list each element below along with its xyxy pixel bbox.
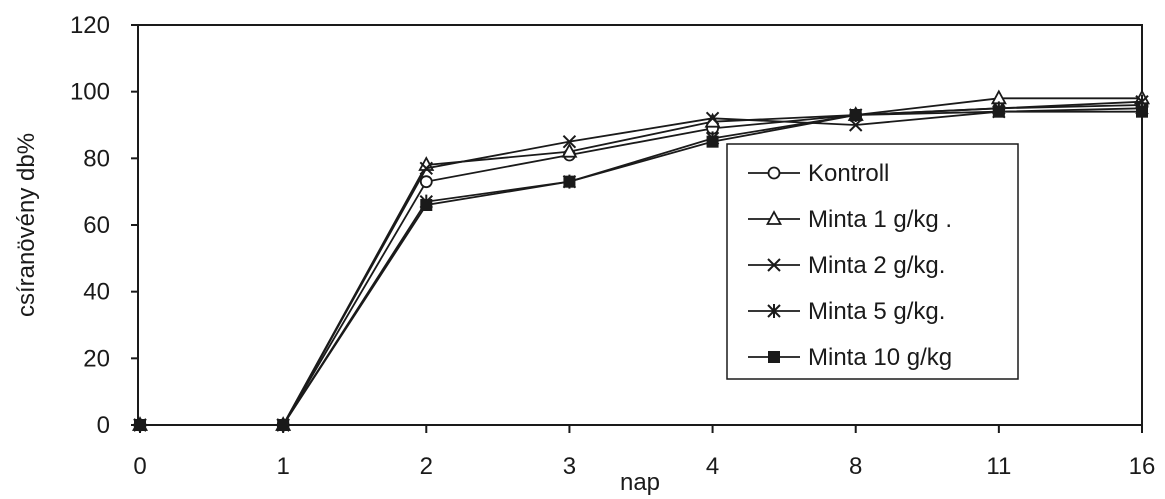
- data-point-minta-10-g-kg: [992, 105, 1005, 118]
- y-tick-label: 80: [83, 145, 110, 172]
- legend-label: Minta 1 g/kg .: [808, 206, 952, 233]
- legend-marker-minta-5-g-kg: [767, 304, 781, 318]
- y-tick-label: 60: [83, 212, 110, 239]
- x-tick-label: 8: [849, 453, 862, 480]
- series-line-minta-10-g-kg: [140, 110, 1142, 426]
- x-tick-label: 2: [420, 453, 433, 480]
- legend-marker-minta-1-g-kg: [765, 210, 783, 225]
- data-point-minta-10-g-kg: [420, 199, 433, 211]
- x-tick-label: 3: [563, 453, 576, 480]
- data-point-minta-10-g-kg: [277, 419, 290, 431]
- data-point-minta-2-g-kg: [419, 161, 433, 176]
- legend-item-minta-5-g-kg: Minta 5 g/kg.: [748, 298, 945, 325]
- legend-label: Minta 5 g/kg.: [808, 298, 945, 325]
- data-point-minta-1-g-kg: [561, 142, 578, 158]
- legend-marker-kontroll: [767, 166, 781, 180]
- data-point-minta-10-g-kg: [134, 419, 146, 431]
- y-tick-label: 100: [70, 79, 110, 106]
- x-tick-label: 16: [1129, 453, 1156, 480]
- series-line-minta-2-g-kg: [140, 107, 1143, 426]
- legend-marker-minta-10-g-kg: [768, 351, 780, 363]
- x-tick-label: 11: [986, 453, 1011, 480]
- x-axis-ticks: 0 1 2 3 4 8 11 16: [133, 425, 1155, 480]
- x-tick-label: 1: [276, 453, 289, 480]
- legend-marker-minta-2-g-kg: [767, 258, 781, 272]
- x-tick-label: 0: [133, 453, 146, 480]
- y-tick-label: 120: [70, 12, 110, 39]
- data-point-minta-10-g-kg: [706, 135, 719, 148]
- data-point-minta-10-g-kg: [1136, 105, 1148, 118]
- y-axis-ticks: 0 20 40 60 80 100 120: [70, 12, 138, 439]
- legend-label: Minta 2 g/kg.: [808, 252, 945, 279]
- legend-item-kontroll: Kontroll: [748, 160, 889, 187]
- legend: Kontroll Minta 1 g/kg . Minta 2 g/kg. Minta…: [726, 143, 1019, 380]
- y-tick-label: 0: [97, 412, 110, 439]
- legend-item-minta-1-g-kg: Minta 1 g/kg .: [748, 206, 952, 233]
- data-point-kontroll: [419, 175, 433, 189]
- data-point-minta-2-g-kg: [562, 134, 577, 149]
- legend-label: Minta 10 g/kg: [808, 344, 952, 371]
- data-point-minta-10-g-kg: [563, 175, 576, 188]
- y-axis-title: csíranövény db%: [13, 133, 40, 317]
- x-axis-title: nap: [620, 469, 660, 496]
- y-tick-label: 40: [83, 279, 110, 306]
- legend-item-minta-2-g-kg: Minta 2 g/kg.: [748, 252, 945, 279]
- legend-box: [726, 143, 1019, 380]
- data-point-minta-10-g-kg: [849, 109, 862, 121]
- series-minta-10-g-kg: [134, 105, 1148, 431]
- y-tick-label: 20: [83, 345, 110, 372]
- legend-item-minta-10-g-kg: Minta 10 g/kg: [748, 344, 952, 371]
- legend-label: Kontroll: [808, 160, 889, 187]
- x-tick-label: 4: [706, 453, 719, 480]
- data-point-minta-2-g-kg: [705, 111, 720, 126]
- series-layer: [131, 89, 1151, 432]
